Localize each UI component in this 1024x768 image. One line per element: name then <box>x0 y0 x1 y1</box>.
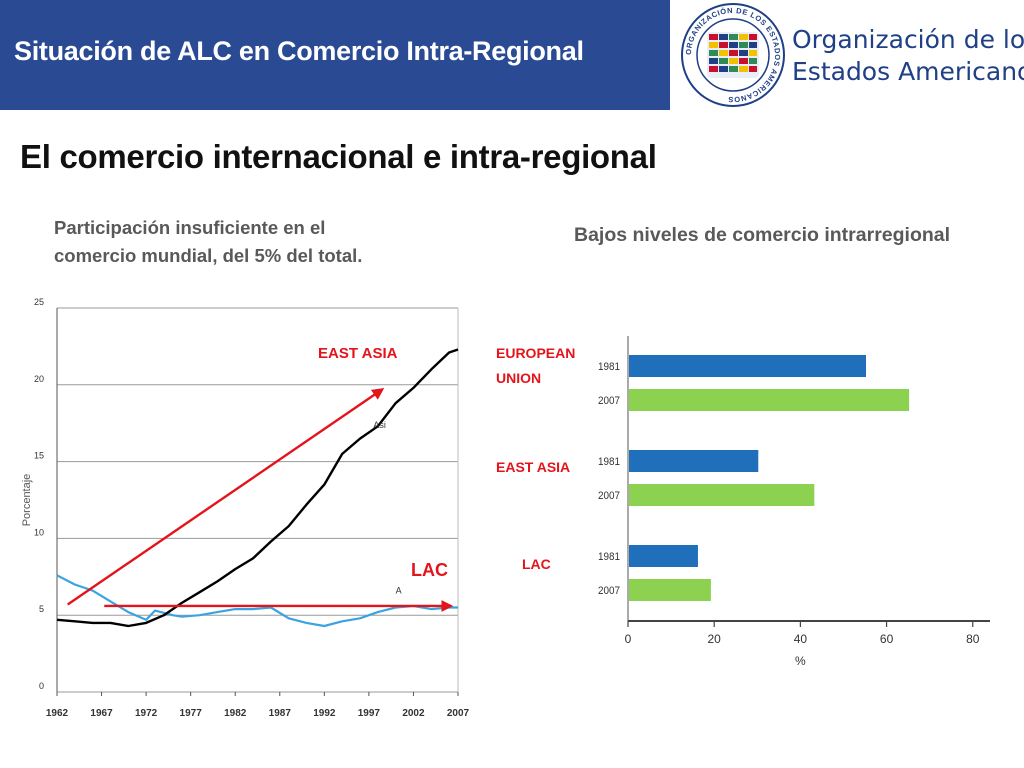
annotation-east-asia: EAST ASIA <box>318 345 398 362</box>
series-label-asia: Asi <box>373 420 386 430</box>
slide-header-title: Situación de ALC en Comercio Intra-Regio… <box>14 36 584 66</box>
bar <box>629 545 698 567</box>
line-chart-world-trade-share: 0 5 10 15 20 25 1962 1967 1972 1977 1982 1987 1992 19… <box>21 297 470 719</box>
x-tick-label: 2007 <box>447 708 470 719</box>
y-axis-label: Porcentaje <box>21 474 33 527</box>
bar-year-label: 2007 <box>598 396 620 408</box>
x-tick-label: 1967 <box>90 708 113 719</box>
bar-year-label: 2007 <box>598 586 620 598</box>
main-title: El comercio internacional e intra-region… <box>20 138 657 175</box>
x-tick-label: 1962 <box>46 708 69 719</box>
x-tick-label: 2002 <box>402 708 425 719</box>
bar-year-label: 1981 <box>598 457 620 469</box>
left-caption-line1: Participación insuficiente en el <box>54 217 326 238</box>
seal-flags-icon <box>707 32 759 78</box>
header-bar: Situación de ALC en Comercio Intra-Regio… <box>0 0 670 110</box>
x-tick-label: 1972 <box>135 708 158 719</box>
y-tick-label: 0 <box>39 681 44 691</box>
y-tick-label: 5 <box>39 604 44 614</box>
right-caption: Bajos niveles de comercio intrarregional <box>574 224 951 246</box>
group-label-eu-line1: EUROPEAN <box>496 345 575 361</box>
x-tick-label: 1977 <box>180 708 203 719</box>
y-tick-label: 10 <box>34 527 44 537</box>
y-tick-label: 15 <box>34 451 44 461</box>
x-tick-label: 1987 <box>269 708 292 719</box>
y-tick-label: 20 <box>34 374 44 384</box>
y-tick-label: 25 <box>34 297 44 307</box>
bar <box>629 389 910 411</box>
x-tick-label: 40 <box>794 632 808 646</box>
bar-year-label: 1981 <box>598 362 620 374</box>
x-tick-label: 1992 <box>313 708 336 719</box>
left-caption-line2: comercio mundial, del 5% del total. <box>54 245 363 266</box>
bar-year-label: 2007 <box>598 491 620 503</box>
org-name-line1: Organización de los <box>792 25 1024 54</box>
bar <box>629 355 867 377</box>
bar <box>629 484 815 506</box>
trend-arrow-asia <box>67 388 385 606</box>
bar-chart-intraregional-trade: 0 20 40 60 80% 1981 2007 1981 2007 1981 2007 EUROPE… <box>496 336 990 668</box>
annotation-lac: LAC <box>411 560 448 580</box>
left-caption: Participación insuficiente en el comerci… <box>54 214 454 270</box>
org-name-line2: Estados Americanos <box>792 57 1024 86</box>
x-tick-label: 60 <box>880 632 894 646</box>
org-name: Organización de los Estados Americanos <box>792 24 1024 88</box>
bar <box>629 450 759 472</box>
x-tick-label: 80 <box>966 632 980 646</box>
group-label-lac: LAC <box>522 556 551 572</box>
x-axis-label: % <box>795 654 806 668</box>
x-tick-label: 1982 <box>224 708 247 719</box>
x-tick-label: 1997 <box>358 708 381 719</box>
bar-year-label: 1981 <box>598 552 620 564</box>
series-line-asia <box>56 348 459 628</box>
group-label-east-asia: EAST ASIA <box>496 459 570 475</box>
series-label-lac: A <box>396 586 402 596</box>
group-label-eu-line2: UNION <box>496 370 541 386</box>
x-tick-label: 0 <box>625 632 632 646</box>
series-line-lac <box>56 574 458 628</box>
oas-seal-icon: ORGANIZACIÓN DE LOS ESTADOS AMERICANOS <box>681 3 785 107</box>
x-tick-label: 20 <box>708 632 722 646</box>
bar <box>629 579 711 601</box>
